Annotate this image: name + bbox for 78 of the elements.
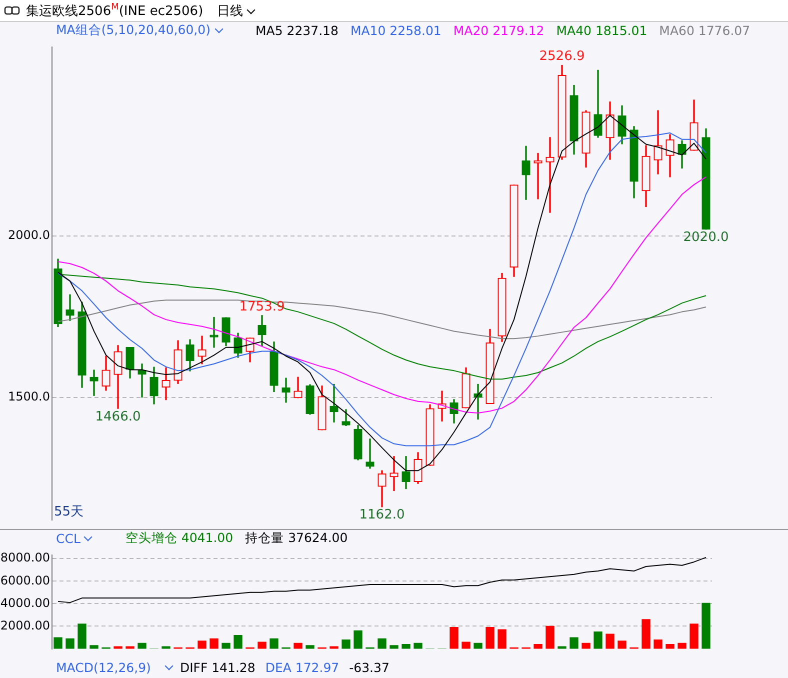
text: MA10 2258.01 [350,22,442,38]
text: DEA 172.97 [265,660,340,674]
text: MA60 1776.07 [659,22,750,38]
bar [606,634,614,649]
bar [474,642,482,649]
bar [498,629,506,649]
text: -63.37 [349,660,390,674]
y-tick-label: 2000.0 [8,228,50,242]
text: 空头增仓 4041.00 [125,530,234,546]
text: 持仓量 37624.00 [245,530,348,546]
bar [678,642,686,649]
bar [378,638,386,649]
bar [138,642,146,649]
bar [162,646,170,649]
bar [402,644,410,649]
bar [618,640,626,649]
candlestick [90,370,98,396]
bar [666,644,674,649]
candlestick [138,364,146,398]
legend-title: CCL [56,530,82,546]
y-tick-label: 2000.00 [0,618,50,632]
legend-title: MA组合(5,10,20,40,60,0) [56,22,212,38]
bar [270,638,278,649]
bar [582,642,590,649]
bar [78,624,86,649]
annotation: 2020.0 [683,230,729,246]
bar [594,632,602,649]
candlestick [534,152,542,200]
text: MA40 1815.01 [556,22,648,38]
candlestick [210,316,218,348]
legend-label: MA5 2237.18 [256,22,338,38]
bar [198,640,206,649]
candlestick [546,137,554,213]
bar [126,646,134,649]
bar [690,624,698,649]
bar [390,645,398,649]
bar [90,645,98,649]
text: MACD(12,26,9) [56,660,151,674]
bar [570,637,578,649]
y-tick-label: 4000.00 [0,596,50,610]
annotation: 55天 [54,504,84,520]
bar [210,638,218,649]
bar [450,627,458,649]
bar [534,644,542,649]
y-tick-label: 6000.00 [0,573,50,588]
bar [546,626,554,649]
bar [258,642,266,649]
bar [54,637,62,649]
annotation: 1753.9 [239,299,285,314]
candlestick [366,438,374,469]
text: DIFF 141.28 [180,660,256,674]
annotation: 2526.9 [539,49,585,64]
bar [354,630,362,649]
bar [114,646,122,649]
bar [306,645,314,649]
bar [654,639,662,649]
candlestick [390,456,398,492]
bar [294,642,302,649]
bar [414,642,422,649]
text: MA20 2179.12 [453,22,544,38]
bar [642,619,650,649]
bar [342,639,350,649]
y-tick-label: 1500.0 [8,390,50,404]
bar [486,627,494,649]
bar [702,602,710,649]
bar [558,646,566,649]
bar [234,634,242,649]
chart-subtitle: 日线 [217,2,244,20]
candlestick [330,384,338,422]
bar [462,642,470,649]
bar [222,642,230,649]
annotation: 1162.0 [359,508,405,523]
bar [330,646,338,649]
bar [66,638,74,649]
candlestick [282,378,290,403]
chart-title: 集运欧线2506$^{M}$(INE ec2506) [26,2,204,20]
annotation: 1466.0 [95,409,141,424]
y-tick-label: 8000.00 [0,550,50,565]
